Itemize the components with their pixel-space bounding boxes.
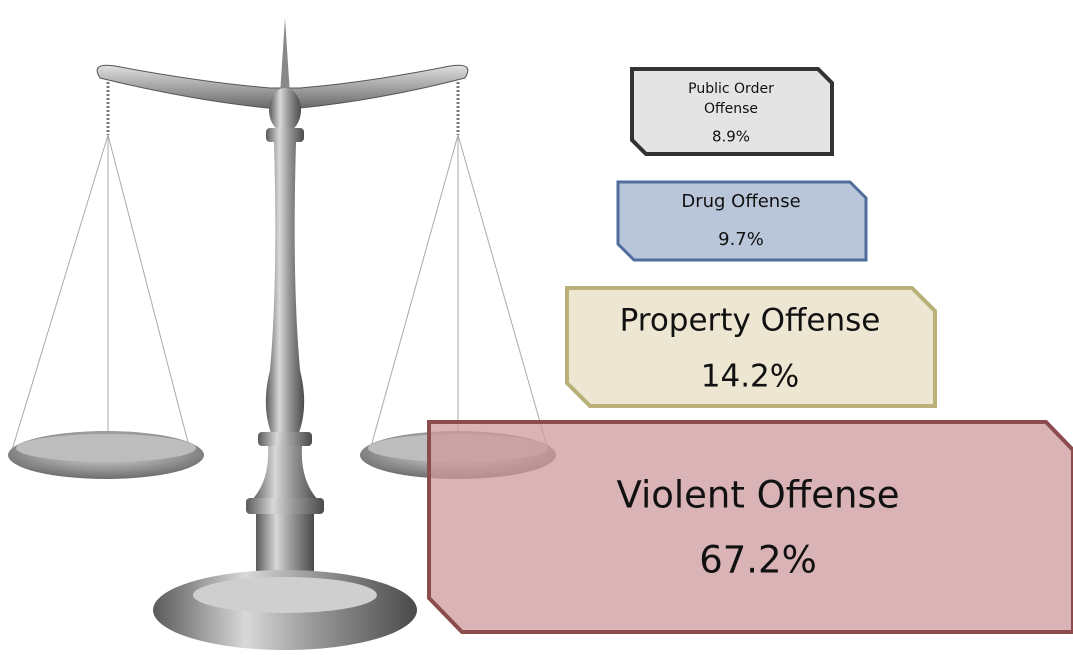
- node-label: Drug Offense: [681, 191, 800, 212]
- node-label: Offense: [704, 101, 758, 117]
- node-label: Public Order: [688, 81, 774, 97]
- property-box: [565, 286, 937, 408]
- violent-box: [427, 420, 1073, 634]
- node-value: 14.2%: [701, 359, 799, 395]
- drug-box: [616, 180, 868, 262]
- public-order-box: [630, 67, 834, 156]
- node-value: 67.2%: [699, 539, 817, 582]
- node-label: Violent Offense: [616, 474, 899, 517]
- node-value: 9.7%: [718, 229, 764, 250]
- node-value: 8.9%: [712, 128, 750, 146]
- node-label: Property Offense: [620, 303, 881, 339]
